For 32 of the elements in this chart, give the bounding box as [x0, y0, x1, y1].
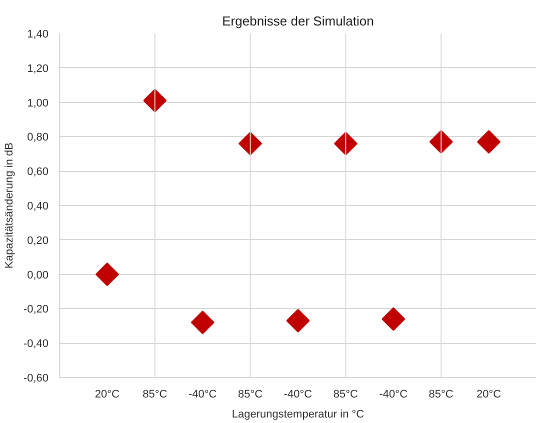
point — [477, 130, 500, 154]
x-tick-label: 85°C — [333, 388, 358, 400]
point — [96, 262, 119, 286]
y-tick-label: 1,00 — [27, 97, 49, 110]
y-tick-label: 0,60 — [27, 166, 49, 178]
y-tick-label: 1,40 — [27, 28, 49, 40]
y-tick-label: 0,40 — [27, 200, 49, 212]
x-tick-label: 85°C — [238, 388, 263, 400]
x-axis-title: Lagerungstemperatur in °C — [232, 408, 364, 420]
point — [382, 307, 406, 331]
x-tick-label: -40°C — [379, 388, 408, 400]
y-tick-label: -0,20 — [23, 304, 49, 316]
y-tick-label: 1,20 — [27, 62, 49, 75]
y-tick-label: -0,60 — [23, 372, 49, 384]
y-tick-label: 0,20 — [27, 234, 49, 247]
point — [429, 130, 453, 154]
point — [190, 310, 214, 334]
y-tick-label: 0,80 — [27, 132, 49, 144]
point — [143, 88, 167, 112]
x-tick-label: 85°C — [142, 388, 168, 400]
point — [334, 132, 358, 156]
point — [286, 309, 310, 332]
y-tick-label: -0,40 — [23, 338, 49, 350]
x-tick-label: -40°C — [188, 388, 217, 400]
x-tick-label: 20°C — [94, 388, 120, 400]
point — [238, 132, 262, 156]
x-tick-label: 85°C — [428, 388, 454, 400]
chart-title: Ergebnisse der Simulation — [222, 14, 374, 28]
y-tick-label: 0,00 — [27, 269, 49, 282]
x-tick-label: -40°C — [284, 388, 312, 400]
y-axis-title: Kapazitätsänderung in dB — [3, 142, 16, 268]
x-tick-label: 20°C — [476, 388, 502, 400]
